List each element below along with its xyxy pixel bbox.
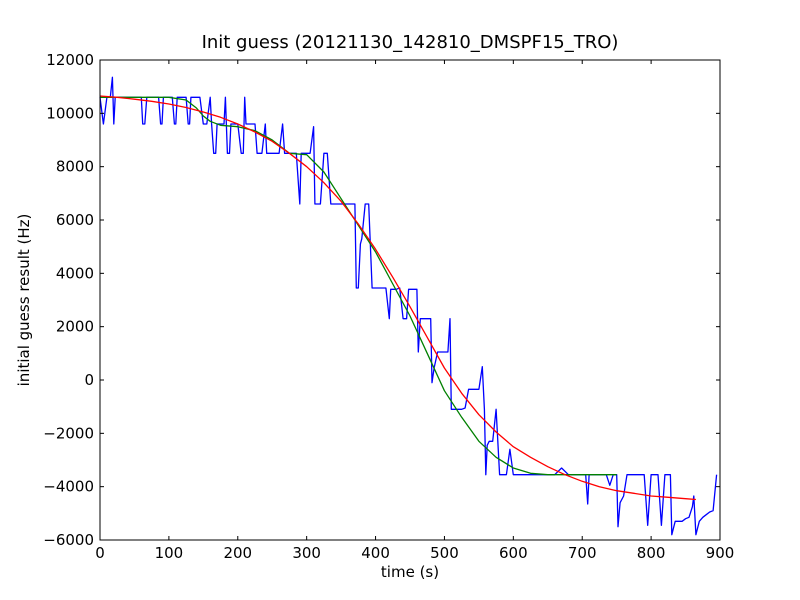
x-tick-label: 900 <box>706 544 735 562</box>
x-tick-label: 200 <box>223 544 252 562</box>
x-tick-label: 700 <box>568 544 597 562</box>
axes-frame <box>99 59 721 541</box>
series-line-3 <box>99 95 696 501</box>
chart-title: Init guess (20121130_142810_DMSPF15_TRO) <box>202 32 619 53</box>
x-axis-label: time (s) <box>381 563 439 581</box>
y-axis-label: initial guess result (Hz) <box>15 214 33 387</box>
series-layer <box>99 76 718 536</box>
x-tick-label: 600 <box>499 544 528 562</box>
y-tick-label: 12000 <box>46 51 94 69</box>
y-tick-label: 10000 <box>46 104 94 122</box>
axes-background <box>100 60 720 540</box>
y-tick-label: −2000 <box>43 424 94 442</box>
x-tick-label: 800 <box>637 544 666 562</box>
ticks-layer: 0 100 200 300 400 500 600 700 800 900 −6000 −4000 −2… <box>43 51 734 562</box>
y-tick-label: 8000 <box>56 158 94 176</box>
x-tick-label: 0 <box>95 544 105 562</box>
y-tick-label: 2000 <box>56 318 94 336</box>
y-tick-label: −4000 <box>43 478 94 496</box>
y-tick-label: 6000 <box>56 211 94 229</box>
y-tick-label: 4000 <box>56 264 94 282</box>
x-tick-label: 400 <box>361 544 390 562</box>
plot-area: 0 100 200 300 400 500 600 700 800 900 −6000 −4000 −2… <box>43 51 734 562</box>
x-tick-label: 100 <box>155 544 184 562</box>
x-tick-label: 300 <box>292 544 321 562</box>
series-line-2 <box>100 96 617 476</box>
y-tick-label: −6000 <box>43 531 94 549</box>
series-line-1 <box>99 76 718 536</box>
y-tick-label: 0 <box>84 371 94 389</box>
x-tick-label: 500 <box>430 544 459 562</box>
